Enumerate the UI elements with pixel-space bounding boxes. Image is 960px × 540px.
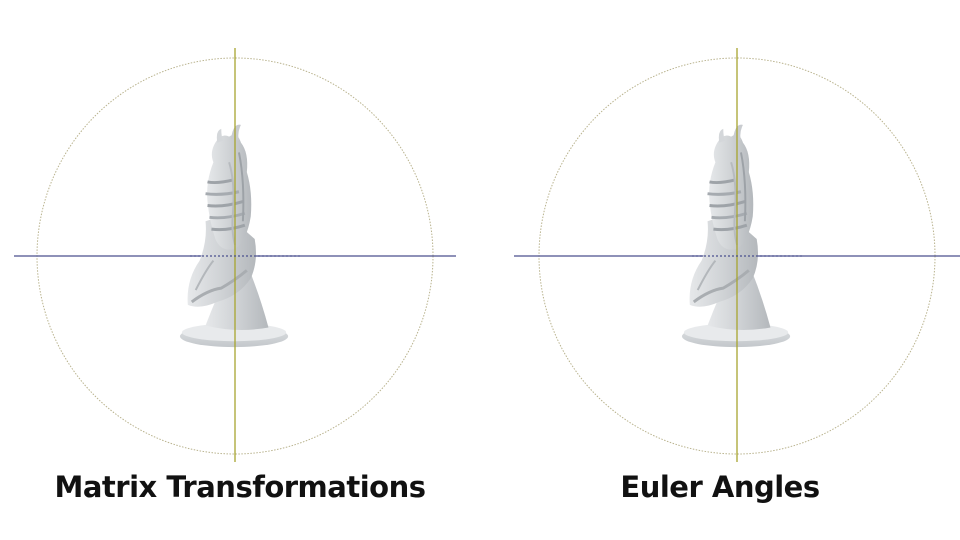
- euler-viewport: [514, 48, 960, 462]
- bust-model: [680, 123, 792, 349]
- euler-panel: Euler Angles: [480, 0, 960, 540]
- matrix-viewport: [14, 48, 456, 462]
- panel-title: Euler Angles: [620, 470, 820, 504]
- panel-title: Matrix Transformations: [54, 470, 426, 504]
- bust-model: [178, 123, 290, 349]
- matrix-panel: Matrix Transformations: [14, 48, 456, 504]
